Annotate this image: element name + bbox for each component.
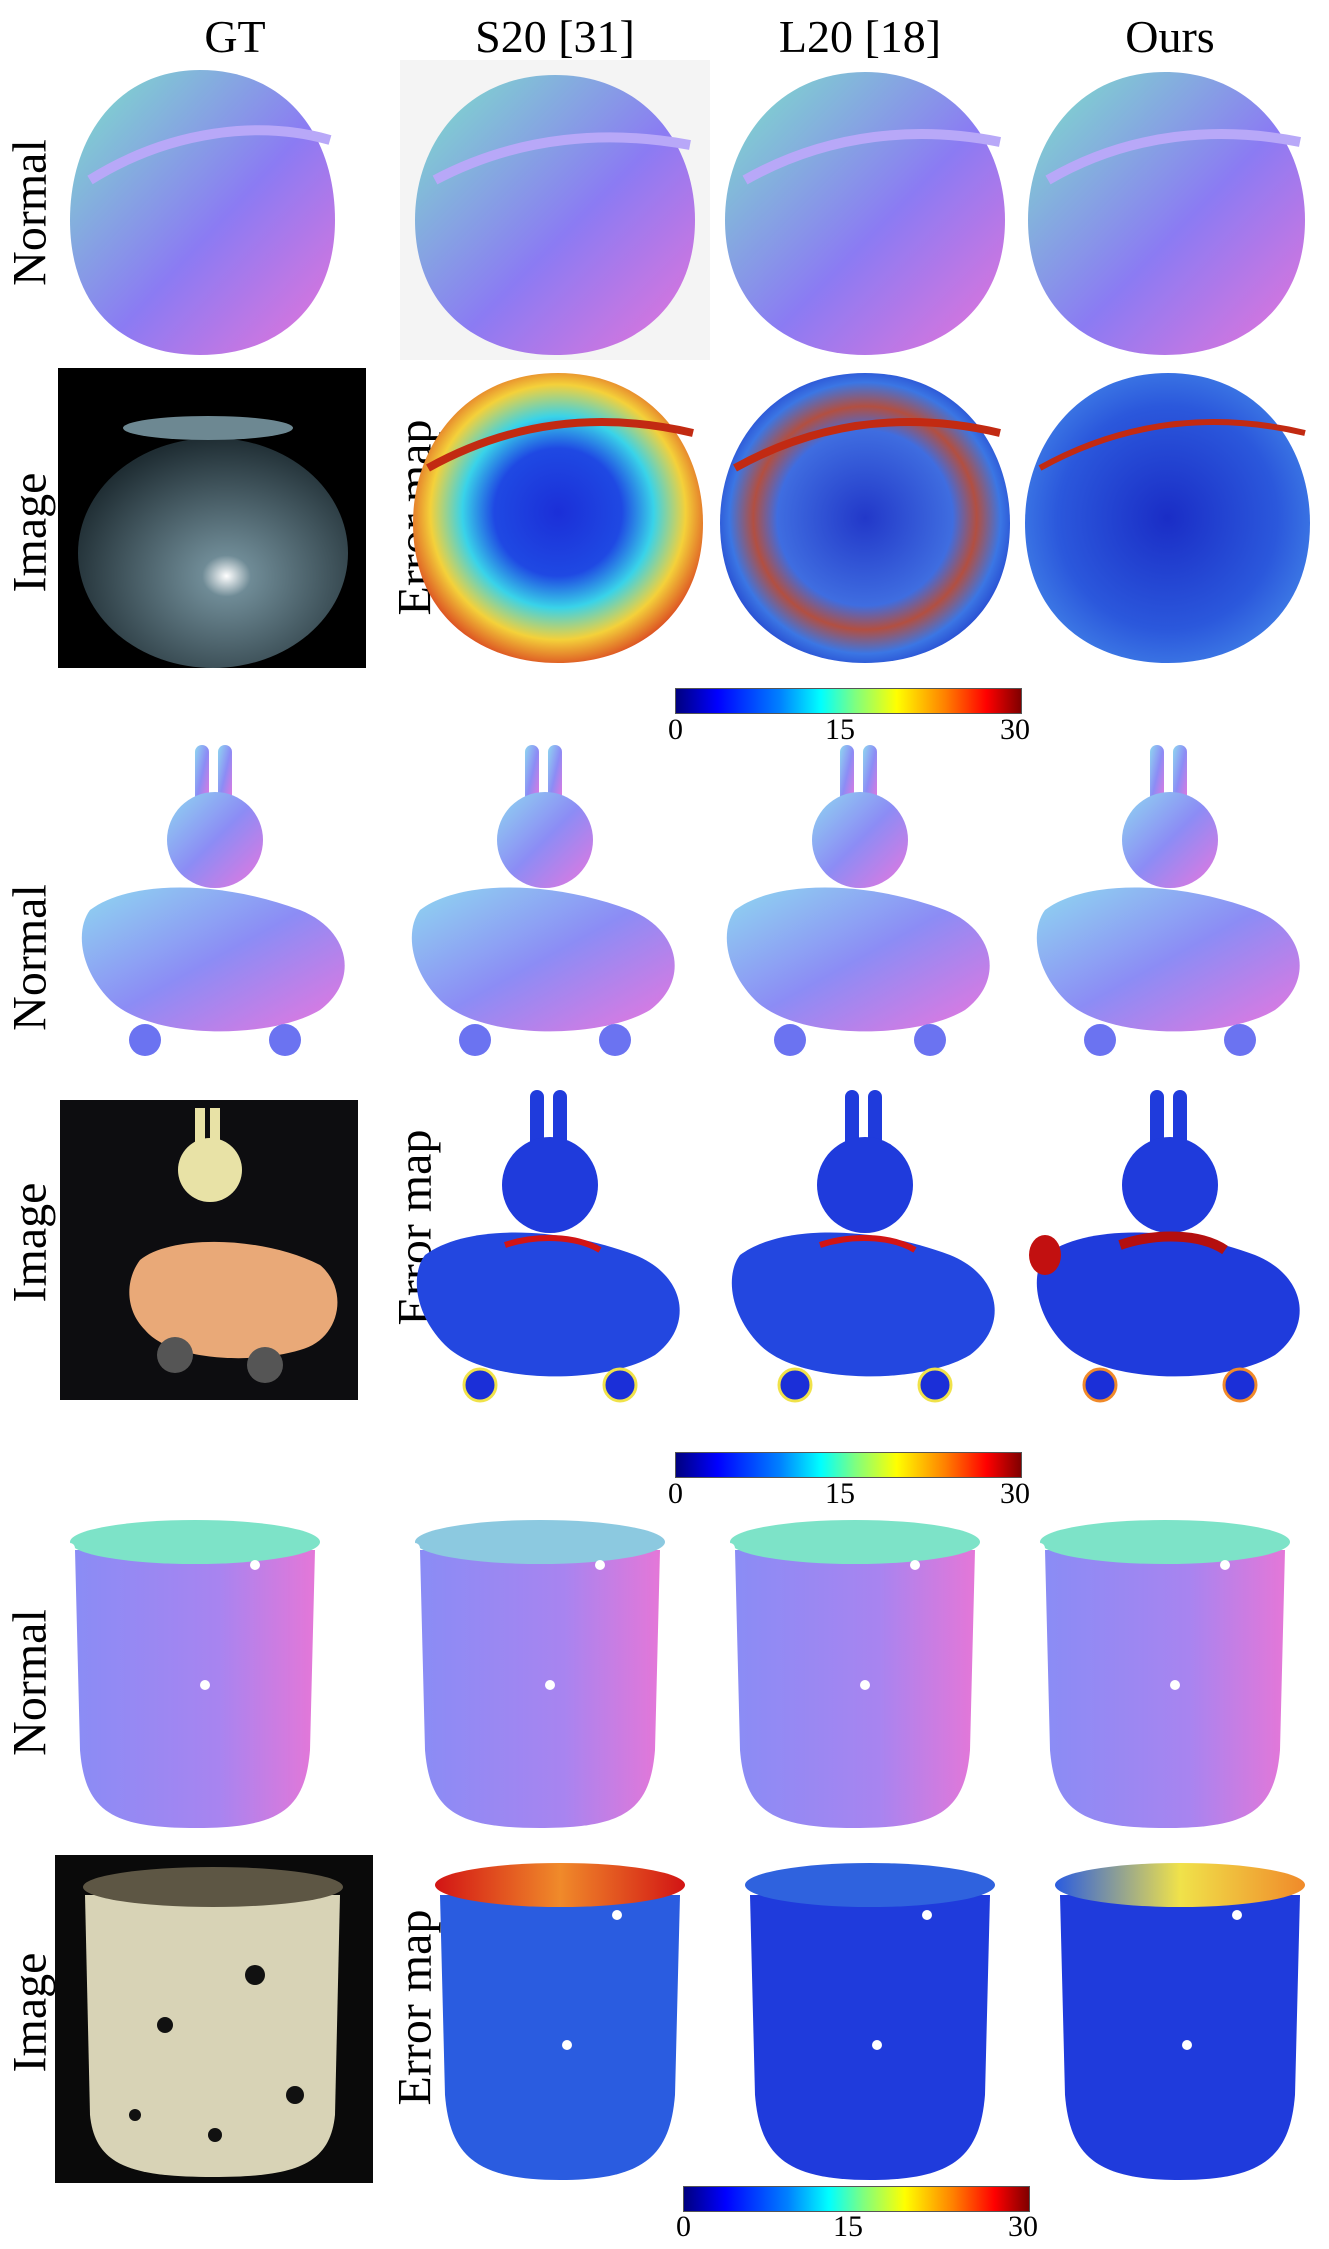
colorbar-1 (675, 688, 1022, 714)
ball-normal-ours (1020, 60, 1310, 360)
colorbar-3-tick-0: 0 (676, 2210, 691, 2243)
ball-error-s20 (408, 368, 708, 668)
bunny-input-image (60, 1100, 358, 1400)
jar-normal-ours (1030, 1510, 1300, 1835)
bunny-error-ours (1025, 1085, 1325, 1415)
row-label-normal-2: Normal (3, 884, 57, 1031)
row-label-normal-1: Normal (3, 139, 57, 286)
jar-normal-s20 (405, 1510, 675, 1835)
row-label-image-3: Image (3, 1952, 57, 2073)
bunny-error-l20 (720, 1085, 1020, 1415)
ball-normal-l20 (715, 60, 1015, 360)
colorbar-3-tick-30: 30 (1008, 2210, 1038, 2243)
colorbar-2-tick-15: 15 (825, 1477, 855, 1510)
ball-normal-s20 (400, 60, 710, 360)
row-label-normal-3: Normal (3, 1609, 57, 1756)
jar-error-s20 (425, 1855, 695, 2185)
jar-normal-l20 (720, 1510, 990, 1835)
ball-normal-gt (60, 60, 340, 360)
bunny-normal-ours (1025, 740, 1315, 1070)
column-header-gt: GT (204, 11, 266, 62)
ball-error-ours (1020, 368, 1315, 668)
row-label-image-2: Image (3, 1182, 57, 1303)
bunny-normal-l20 (715, 740, 1005, 1070)
ball-input-image (58, 368, 366, 668)
bunny-normal-gt (70, 740, 360, 1070)
colorbar-2 (675, 1452, 1022, 1478)
ball-error-l20 (715, 368, 1015, 668)
jar-error-ours (1045, 1855, 1315, 2185)
column-header-ours: Ours (1125, 11, 1215, 62)
colorbar-1-tick-15: 15 (825, 713, 855, 746)
jar-normal-gt (60, 1510, 330, 1835)
colorbar-3 (683, 2186, 1030, 2212)
colorbar-2-tick-30: 30 (1000, 1477, 1030, 1510)
bunny-normal-s20 (400, 740, 690, 1070)
colorbar-1-tick-0: 0 (668, 713, 683, 746)
colorbar-1-tick-30: 30 (1000, 713, 1030, 746)
column-header-l20: L20 [18] (778, 11, 942, 62)
jar-input-image (55, 1855, 373, 2183)
colorbar-2-tick-0: 0 (668, 1477, 683, 1510)
bunny-error-s20 (405, 1085, 705, 1415)
row-label-image-1: Image (3, 472, 57, 593)
colorbar-3-tick-15: 15 (833, 2210, 863, 2243)
jar-error-l20 (735, 1855, 1005, 2185)
column-header-s20: S20 [31] (475, 11, 635, 62)
